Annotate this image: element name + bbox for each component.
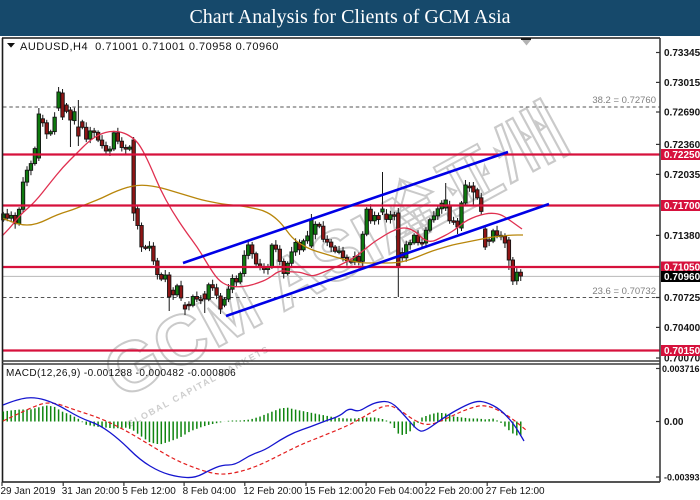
svg-text:15 Feb 12:00: 15 Feb 12:00 bbox=[305, 486, 364, 497]
svg-text:8 Feb 04:00: 8 Feb 04:00 bbox=[183, 486, 237, 497]
svg-text:0.70070: 0.70070 bbox=[664, 354, 700, 365]
svg-text:MACD(12,26,9) -0.001288 -0.000: MACD(12,26,9) -0.001288 -0.000482 -0.000… bbox=[6, 368, 236, 379]
svg-text:22 Feb 20:00: 22 Feb 20:00 bbox=[425, 486, 484, 497]
svg-text:AUDUSD,H4 0.71001 0.71001 0.7: AUDUSD,H4 0.71001 0.71001 0.70958 0.7096… bbox=[20, 41, 279, 53]
svg-text:0.70150: 0.70150 bbox=[664, 346, 700, 357]
svg-text:12 Feb 20:00: 12 Feb 20:00 bbox=[243, 486, 302, 497]
svg-text:27 Feb 12:00: 27 Feb 12:00 bbox=[486, 486, 545, 497]
svg-text:0.70400: 0.70400 bbox=[664, 323, 700, 334]
svg-text:0.00: 0.00 bbox=[664, 417, 684, 428]
svg-text:0.70725: 0.70725 bbox=[664, 293, 700, 304]
svg-text:0.72250: 0.72250 bbox=[664, 150, 700, 161]
svg-text:38.2 = 0.72760: 38.2 = 0.72760 bbox=[592, 95, 656, 106]
svg-text:23.6 = 0.70732: 23.6 = 0.70732 bbox=[592, 286, 656, 297]
svg-text:0.71700: 0.71700 bbox=[664, 201, 700, 212]
svg-text:-0.00393: -0.00393 bbox=[664, 473, 700, 483]
svg-text:29 Jan 2019: 29 Jan 2019 bbox=[1, 486, 56, 497]
svg-text:0.71050: 0.71050 bbox=[664, 263, 700, 274]
svg-text:0.73345: 0.73345 bbox=[664, 48, 700, 59]
svg-text:0.71380: 0.71380 bbox=[664, 231, 700, 242]
svg-text:0.72690: 0.72690 bbox=[664, 108, 700, 119]
svg-text:0.73015: 0.73015 bbox=[664, 78, 700, 89]
svg-text:20 Feb 04:00: 20 Feb 04:00 bbox=[365, 486, 424, 497]
svg-text:0.70960: 0.70960 bbox=[664, 272, 700, 283]
svg-text:0.72360: 0.72360 bbox=[664, 140, 700, 151]
svg-text:31 Jan 20:00: 31 Jan 20:00 bbox=[62, 486, 120, 497]
svg-text:0.003716: 0.003716 bbox=[662, 364, 700, 374]
svg-text:5 Feb 12:00: 5 Feb 12:00 bbox=[122, 486, 176, 497]
svg-text:0.72035: 0.72035 bbox=[664, 170, 700, 181]
